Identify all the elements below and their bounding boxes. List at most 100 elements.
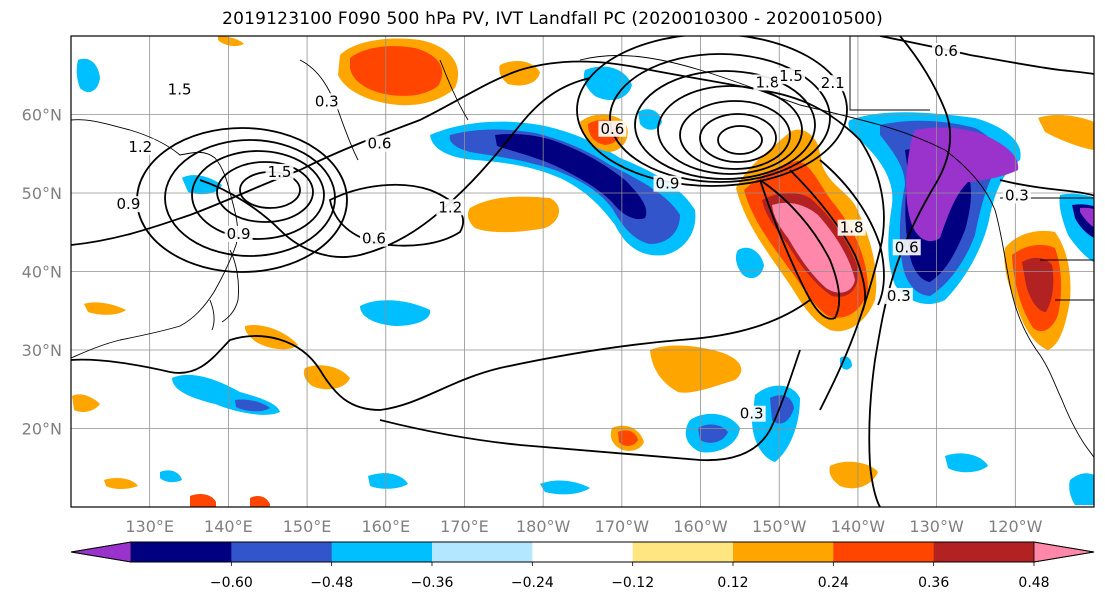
negative-anomaly-east-edge-purple xyxy=(1080,207,1094,228)
contour-asian-low-2 xyxy=(216,161,314,223)
positive-anomaly-small-orange-12 xyxy=(218,36,244,47)
lon-tick-label-3: 160°E xyxy=(361,517,410,536)
contour-label-bg-9 xyxy=(653,175,682,192)
contour-goa-low-1 xyxy=(717,125,763,155)
contour-label-14: 0.6 xyxy=(934,42,958,60)
contour-north-east xyxy=(879,36,1094,75)
contour-label-6: 0.6 xyxy=(368,135,392,153)
contour-ridge-lobe-3 xyxy=(819,159,885,306)
longitude-tick-labels: 130°E 140°E 150°E 160°E 170°E 180°W 170°W 160°W… xyxy=(125,517,1042,536)
negative-anomaly-trough-purple xyxy=(906,127,1019,242)
colorbar-extend-low xyxy=(70,541,132,563)
lon-tick-label-6: 170°W xyxy=(595,517,650,536)
contour-label-bg-0 xyxy=(165,81,194,98)
positive-anomaly-north-orange xyxy=(499,60,540,86)
negative-anomaly-small-blue-2 xyxy=(945,453,988,473)
lon-tick-label-0: 130°E xyxy=(125,517,174,536)
contour-label-3: 1.5 xyxy=(268,163,292,181)
lon-tick-label-1: 140°E xyxy=(204,517,253,536)
colorbar-bin-6 xyxy=(733,542,834,562)
contour-label-bg-10 xyxy=(598,120,627,137)
negative-anomaly-south-blue-core xyxy=(235,399,270,412)
positive-anomaly-small-orange-9 xyxy=(104,478,138,489)
negative-anomaly-jet-navy xyxy=(495,134,647,220)
colorbar-bin-4 xyxy=(532,542,634,562)
contour-label-10: 0.6 xyxy=(600,120,624,138)
contour-goa-low-2 xyxy=(699,113,777,163)
contour-label-15: 0.3 xyxy=(1005,186,1029,204)
colorbar-tick-label-0: −0.60 xyxy=(210,575,253,591)
lat-tick-label-0: 20°N xyxy=(22,420,62,439)
japan-coastline xyxy=(209,249,239,331)
colorbar-tick-label-6: 0.24 xyxy=(818,575,849,591)
contour-label-bg-2 xyxy=(312,93,341,110)
contour-label-bg-7 xyxy=(436,199,465,216)
contour-label-16: 1.8 xyxy=(840,219,864,237)
contour-goa-low-5 xyxy=(634,70,816,180)
positive-anomaly-small-orange-7 xyxy=(72,394,100,412)
positive-anomaly-small-orange-5 xyxy=(829,461,878,489)
lat-tick-label-3: 50°N xyxy=(22,184,62,203)
contour-goa-low-3 xyxy=(679,100,791,170)
contour-asian-low-3 xyxy=(191,150,325,240)
latitude-tick-labels: 20°N 30°N 40°N 50°N 60°N xyxy=(22,106,62,439)
positive-anomaly-small-red-4 xyxy=(618,430,638,446)
colorbar xyxy=(70,541,1095,563)
contour-label-bg-1 xyxy=(126,138,155,155)
colorbar-bin-7 xyxy=(833,542,935,562)
lon-tick-label-2: 150°E xyxy=(283,517,332,536)
contour-label-12: 1.5 xyxy=(779,67,803,85)
negative-anomaly-small-blue-4 xyxy=(368,473,408,489)
lat-tick-label-1: 30°N xyxy=(22,341,62,360)
negative-anomaly-west-blue xyxy=(76,58,100,93)
asia-coastline xyxy=(71,119,239,359)
contour-label-bg-12 xyxy=(777,68,806,85)
contour-labels: 1.51.20.31.50.90.90.61.20.60.90.61.8 1.5 2… xyxy=(114,42,1031,423)
map-frame xyxy=(70,35,1095,508)
negative-anomaly-japan-blue xyxy=(182,175,222,195)
contour-inner-ridge xyxy=(199,77,591,258)
contour-ridge-large xyxy=(71,60,885,411)
positive-anomaly-small-red-10 xyxy=(190,494,216,507)
negative-anomaly-small-blue-1 xyxy=(735,247,764,279)
contour-label-bg-3 xyxy=(265,163,294,180)
colorbar-outline xyxy=(70,541,1095,563)
colorbar-bin-8 xyxy=(933,542,1035,562)
contour-southern xyxy=(71,299,811,411)
positive-anomaly-small-orange-8 xyxy=(84,302,126,315)
contour-ridge-lobe-2 xyxy=(789,169,866,313)
contour-label-bg-17 xyxy=(892,239,921,256)
contour-eastern-trough xyxy=(868,36,952,507)
colorbar-tick-label-8: 0.48 xyxy=(1018,575,1049,591)
namerica-coastline xyxy=(944,149,1094,459)
colorbar-bin-0 xyxy=(131,542,232,562)
positive-anomaly-small-orange-1 xyxy=(650,345,742,393)
contour-label-11: 1.8 xyxy=(755,73,779,91)
contour-label-1: 1.2 xyxy=(128,138,152,156)
contour-ridge-lobe-1 xyxy=(759,179,841,320)
colorbar-tick-label-7: 0.36 xyxy=(918,575,949,591)
contour-label-2: 0.3 xyxy=(315,92,339,110)
contour-label-17: 0.6 xyxy=(895,238,919,256)
contour-label-bg-5 xyxy=(224,225,253,242)
contour-label-13: 2.1 xyxy=(821,74,845,92)
colorbar-bin-2 xyxy=(331,542,433,562)
contour-label-bg-15 xyxy=(1002,187,1031,204)
colorbar-tick-label-3: −0.24 xyxy=(511,575,554,591)
contour-label-bg-8 xyxy=(359,230,388,247)
contour-label-19: 0.3 xyxy=(740,405,764,423)
contour-label-18: 0.3 xyxy=(887,287,911,305)
lon-tick-label-7: 160°W xyxy=(673,517,728,536)
negative-anomaly-small-blue-5 xyxy=(1069,473,1094,505)
contour-label-bg-14 xyxy=(932,43,961,60)
negative-anomaly-alaska-blue xyxy=(583,66,632,101)
lon-tick-label-5: 180°W xyxy=(516,517,571,536)
alaska-coastline xyxy=(579,55,946,151)
positive-anomaly-small-orange-6 xyxy=(1038,115,1094,150)
contour-label-bg-19 xyxy=(737,405,766,422)
lon-tick-label-9: 140°W xyxy=(831,517,886,536)
pv-contours xyxy=(71,36,1094,507)
contour-label-bg-11 xyxy=(753,74,782,91)
contour-label-4: 0.9 xyxy=(117,195,141,213)
contour-goa-low-6 xyxy=(609,53,831,183)
